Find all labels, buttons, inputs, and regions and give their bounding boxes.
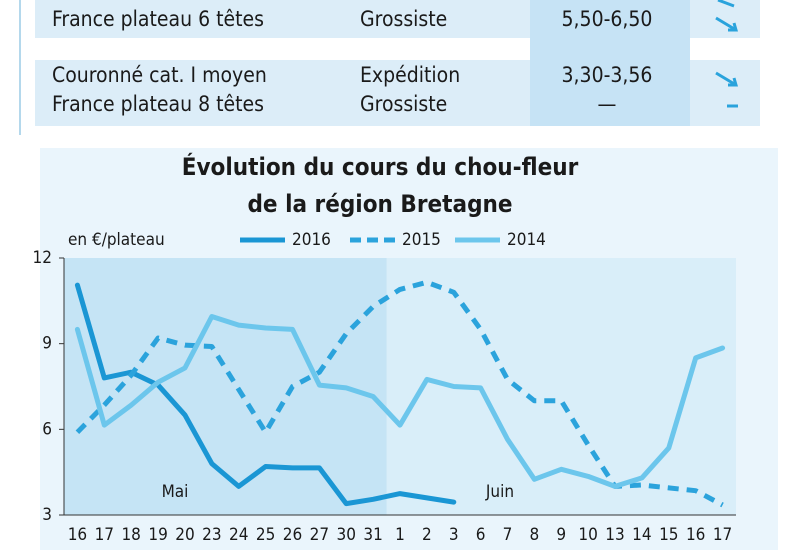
x-tick-label: 23	[202, 525, 221, 545]
annotation: Juin	[485, 482, 514, 502]
x-tick-label: 17	[95, 525, 114, 545]
legend-label: 2015	[402, 230, 441, 250]
annotation: Mai	[162, 482, 189, 502]
trend-arrow	[715, 71, 738, 87]
x-tick-label: 18	[121, 525, 140, 545]
x-tick-label: 7	[503, 525, 513, 545]
y-tick-label: 9	[42, 334, 52, 354]
x-tick-label: 25	[256, 525, 275, 545]
x-tick-label: 13	[605, 525, 624, 545]
stage: Grossiste	[360, 7, 447, 31]
x-tick-label: 6	[476, 525, 486, 545]
price: —	[598, 92, 617, 116]
chart-title: Évolution du cours du chou-fleur	[182, 152, 579, 181]
x-tick-label: 24	[229, 525, 248, 545]
x-tick-label: 16	[68, 525, 87, 545]
product: France plateau 8 têtes	[52, 92, 264, 116]
y-tick-label: 12	[33, 248, 52, 268]
x-tick-label: 9	[556, 525, 566, 545]
product: France plateau 6 têtes	[52, 7, 264, 31]
stage: Expédition	[360, 63, 460, 87]
product: Couronné cat. I moyen	[52, 63, 267, 87]
price: 5,50-6,50	[562, 7, 653, 31]
x-tick-label: 2	[422, 525, 432, 545]
trend-arrow	[717, 0, 735, 8]
legend-label: 2014	[507, 230, 546, 250]
chart-title: de la région Bretagne	[247, 190, 512, 218]
x-tick-label: 31	[363, 525, 382, 545]
price: 3,30-3,56	[562, 63, 653, 87]
x-tick-label: 8	[530, 525, 540, 545]
trend-arrow	[715, 16, 738, 32]
x-tick-label: 1	[395, 525, 405, 545]
x-tick-label: 27	[310, 525, 329, 545]
legend-label: 2016	[292, 230, 331, 250]
y-tick-label: 6	[42, 419, 52, 439]
trend-icons	[715, 0, 738, 108]
x-tick-label: 19	[148, 525, 167, 545]
x-tick-label: 14	[632, 525, 651, 545]
price-column	[530, 0, 690, 126]
series-line	[74, 314, 726, 489]
y-tick-label: 3	[42, 505, 52, 525]
y-axis-label: en €/plateau	[68, 230, 165, 250]
x-tick-label: 20	[175, 525, 194, 545]
x-tick-label: 16	[686, 525, 705, 545]
stage: Grossiste	[360, 92, 447, 116]
x-tick-label: 10	[578, 525, 597, 545]
x-tick-label: 15	[659, 525, 678, 545]
x-tick-label: 17	[713, 525, 732, 545]
x-tick-label: 26	[283, 525, 302, 545]
series-line	[74, 282, 457, 507]
x-tick-label: 30	[337, 525, 356, 545]
x-tick-label: 3	[449, 525, 459, 545]
